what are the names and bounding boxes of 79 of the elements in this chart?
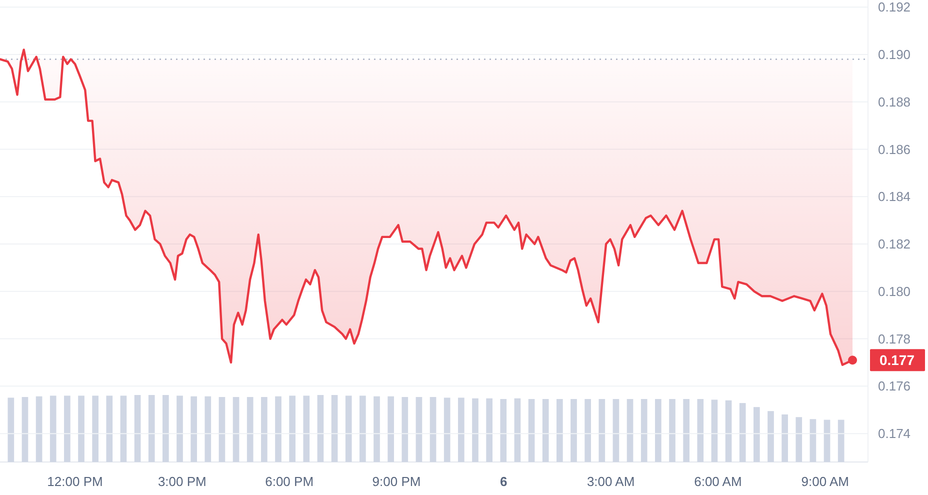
bar bbox=[120, 396, 127, 462]
bar bbox=[626, 399, 634, 462]
annotation: 0.177 bbox=[879, 352, 915, 368]
bar bbox=[796, 417, 802, 462]
bar bbox=[697, 399, 704, 462]
bar bbox=[570, 399, 577, 462]
bar bbox=[472, 398, 478, 462]
bar bbox=[317, 395, 324, 462]
bar bbox=[388, 396, 394, 462]
y-tick-label: 0.192 bbox=[878, 0, 911, 15]
bar bbox=[64, 396, 70, 462]
bar bbox=[500, 399, 507, 462]
bar bbox=[261, 397, 268, 462]
bar bbox=[162, 395, 169, 462]
bar bbox=[458, 398, 464, 462]
bar bbox=[204, 396, 212, 462]
bar bbox=[725, 400, 732, 462]
y-tick-label: 0.180 bbox=[878, 284, 911, 299]
bar bbox=[360, 396, 366, 462]
y-tick-label: 0.174 bbox=[878, 426, 911, 442]
x-tick-label: 9:00 AM bbox=[801, 474, 849, 489]
x-tick-label: 6:00 PM bbox=[265, 474, 314, 489]
bar bbox=[754, 407, 760, 462]
x-tick-label: 9:00 PM bbox=[372, 474, 421, 489]
bar bbox=[584, 399, 591, 462]
bar bbox=[683, 399, 690, 462]
bar bbox=[739, 403, 746, 462]
bar bbox=[8, 398, 14, 462]
bar bbox=[768, 411, 774, 462]
bar bbox=[331, 395, 338, 462]
bar bbox=[345, 396, 352, 462]
bar bbox=[402, 397, 408, 462]
bar bbox=[232, 397, 240, 462]
bar bbox=[542, 399, 549, 462]
bar bbox=[711, 400, 718, 462]
bar bbox=[556, 399, 563, 462]
bar bbox=[50, 396, 56, 462]
bar bbox=[430, 397, 436, 462]
bar bbox=[528, 399, 535, 462]
y-tick-label: 0.188 bbox=[878, 94, 911, 110]
bar bbox=[289, 396, 296, 462]
bar bbox=[22, 397, 28, 462]
y-tick-label: 0.184 bbox=[878, 189, 911, 204]
bar bbox=[598, 399, 606, 462]
x-tick-label: 6:00 AM bbox=[694, 474, 742, 489]
x-tick-label: 3:00 PM bbox=[158, 474, 206, 489]
x-tick-label: 12:00 PM bbox=[47, 474, 103, 489]
bar bbox=[514, 398, 521, 462]
bar bbox=[92, 396, 98, 462]
bar bbox=[486, 398, 492, 462]
bar bbox=[612, 399, 620, 462]
bar bbox=[106, 396, 113, 462]
bar bbox=[303, 396, 310, 462]
bar bbox=[444, 398, 450, 462]
bar bbox=[246, 397, 254, 462]
bar bbox=[810, 419, 816, 462]
x-tick-label: 6 bbox=[500, 474, 508, 489]
bar bbox=[275, 396, 282, 462]
x-tick-label: 3:00 AM bbox=[586, 474, 635, 489]
bar bbox=[374, 396, 380, 462]
bar bbox=[416, 397, 422, 462]
bar bbox=[148, 395, 155, 462]
y-tick-label: 0.178 bbox=[878, 331, 911, 346]
bar bbox=[78, 396, 84, 462]
y-tick-label: 0.186 bbox=[878, 142, 911, 157]
bar bbox=[176, 396, 183, 462]
bar bbox=[669, 399, 676, 462]
bar bbox=[218, 397, 226, 462]
bar bbox=[838, 420, 844, 462]
bar bbox=[782, 414, 788, 462]
y-tick-label: 0.176 bbox=[878, 378, 911, 394]
y-tick-label: 0.190 bbox=[878, 47, 911, 62]
bar bbox=[36, 396, 42, 462]
bar bbox=[824, 420, 830, 462]
bar bbox=[134, 395, 141, 462]
bar bbox=[640, 399, 648, 462]
bar bbox=[190, 396, 197, 462]
bar bbox=[655, 399, 662, 462]
y-tick-label: 0.182 bbox=[878, 236, 911, 252]
